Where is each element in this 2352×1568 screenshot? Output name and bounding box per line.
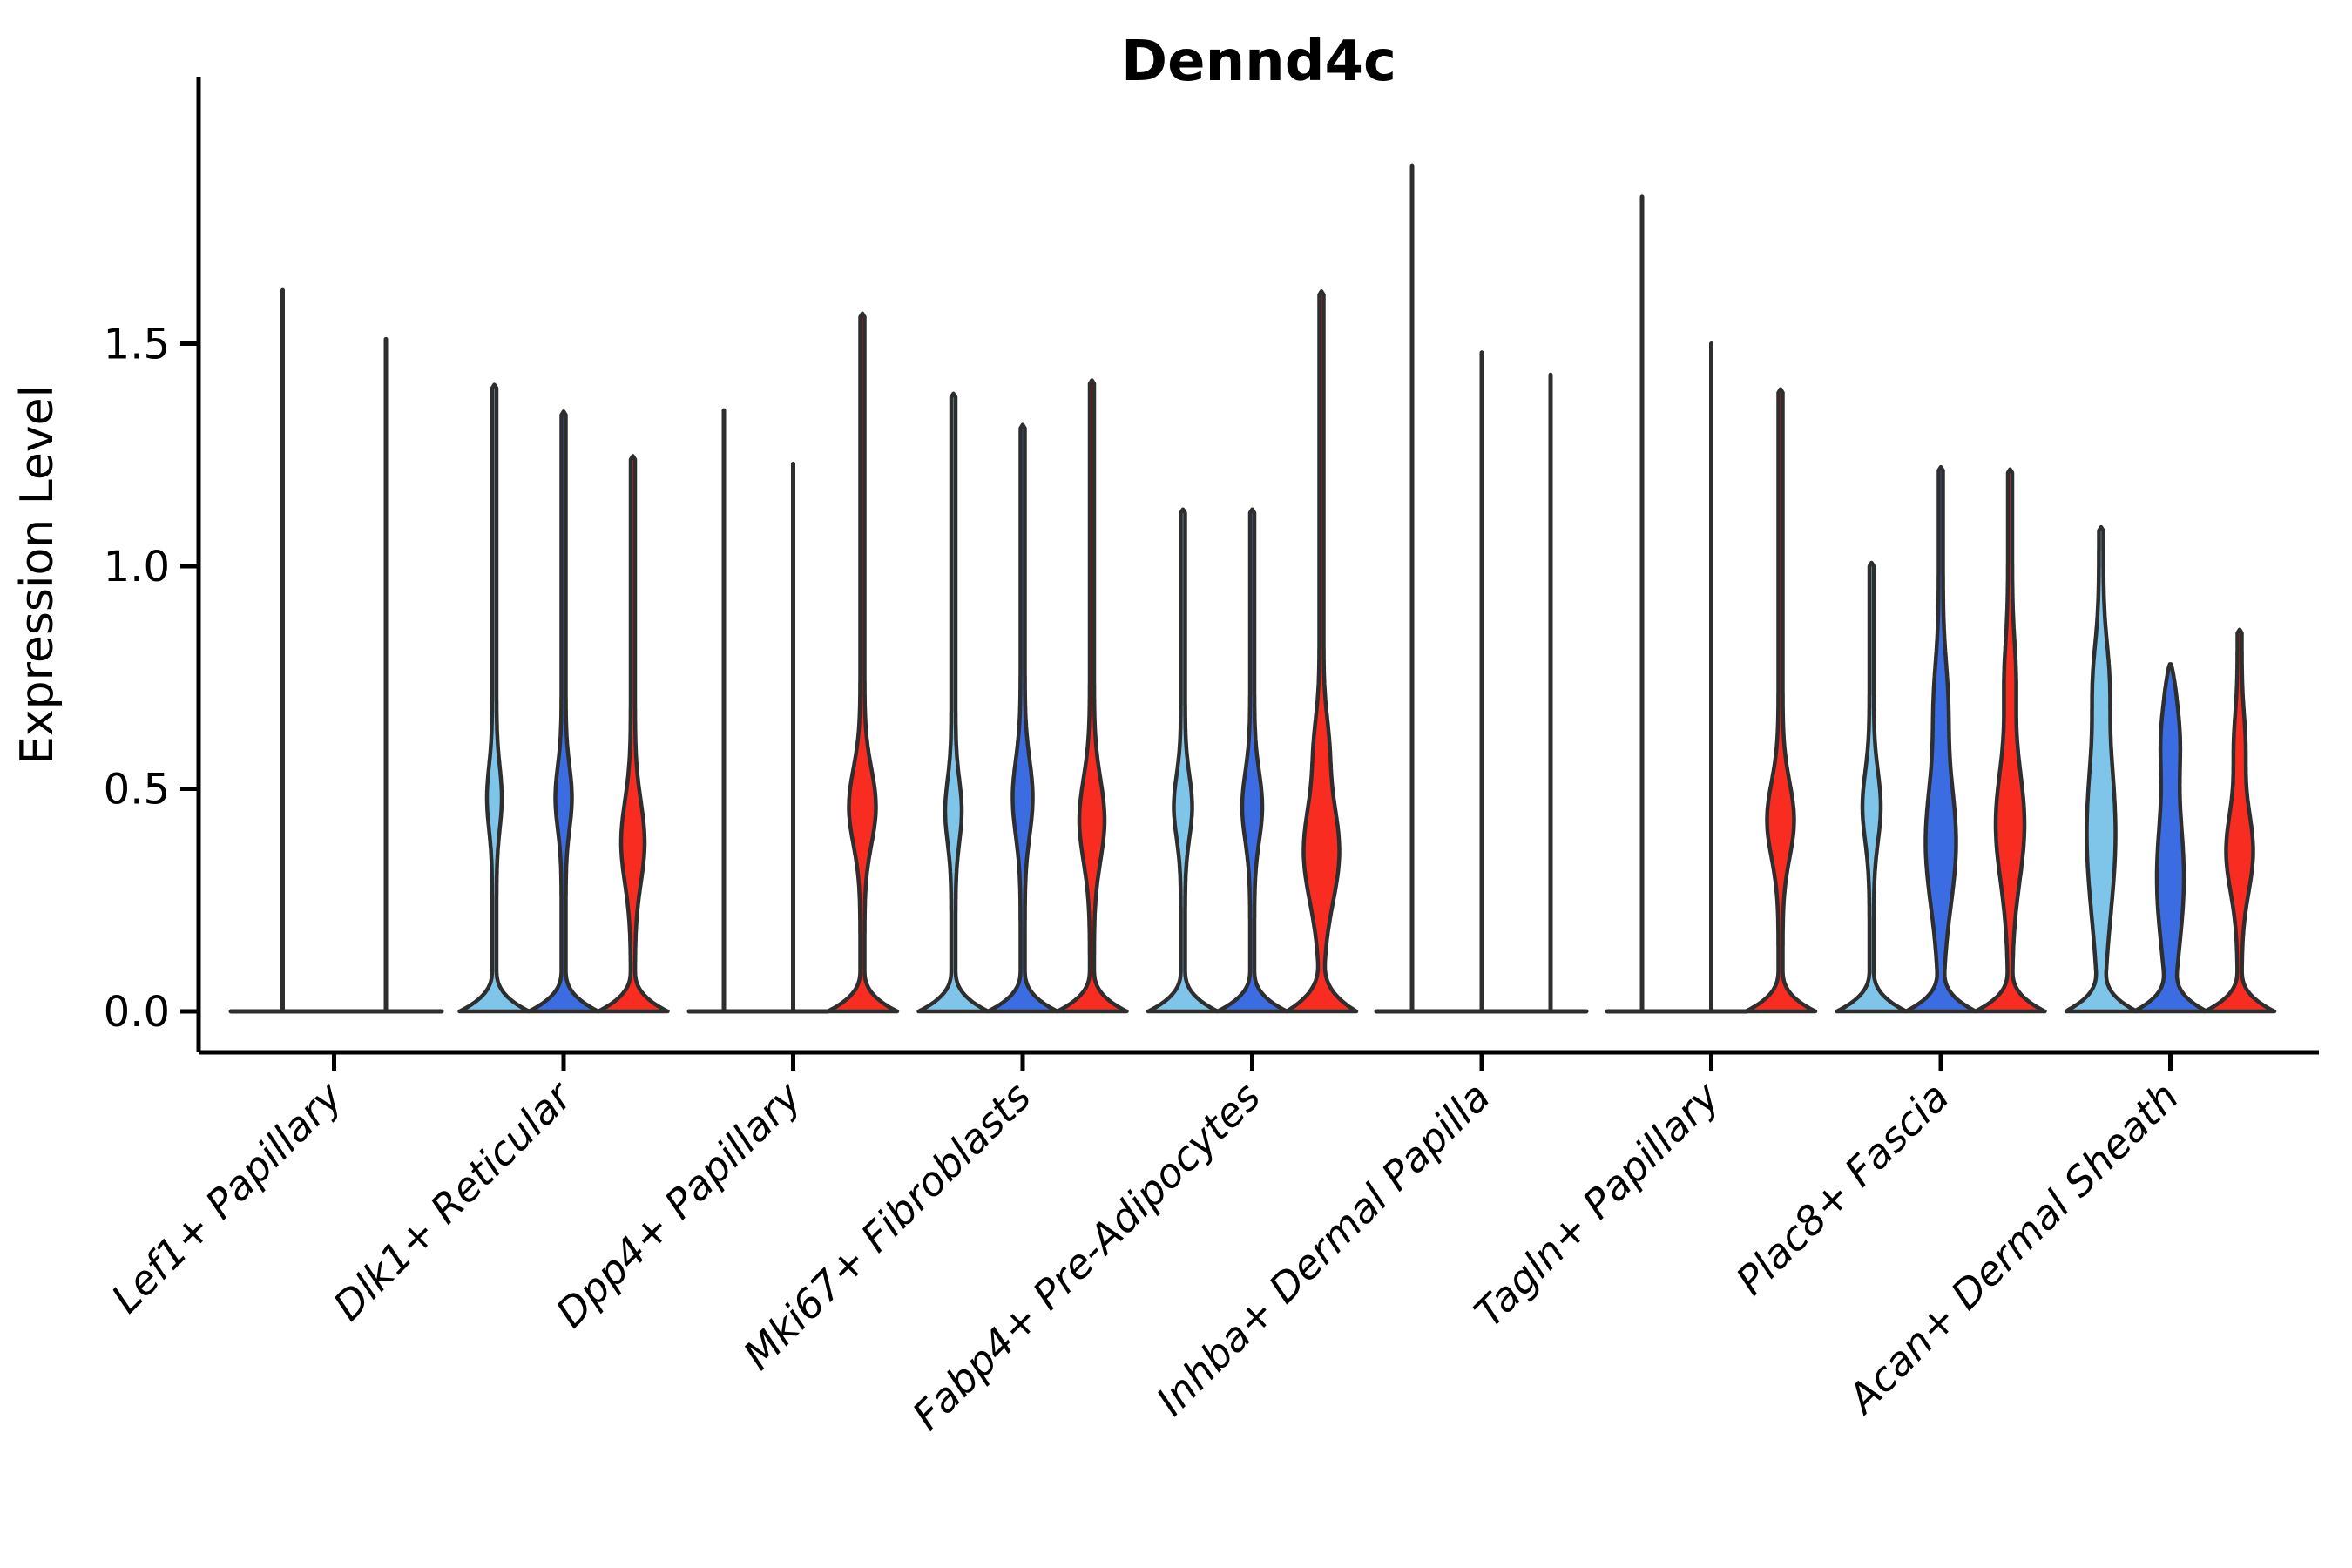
violin-light-blue <box>1835 560 1909 1014</box>
violins-layer <box>280 163 2277 1014</box>
y-tick-label: 0.0 <box>104 988 170 1037</box>
chart-title: Dennd4c <box>1121 30 1396 94</box>
y-tick-label: 1.0 <box>104 543 170 591</box>
violin-dark-blue <box>1903 464 1978 1014</box>
violin-light-blue <box>2064 524 2139 1014</box>
x-tick-label: Plac8+ Fascia <box>1727 1073 1957 1304</box>
violin-light-blue <box>1146 507 1220 1014</box>
x-tick-label: Dpp4+ Papillary <box>547 1072 811 1336</box>
violin-red <box>2202 627 2277 1014</box>
violin-dark-blue <box>1215 507 1289 1014</box>
violin-red <box>1284 289 1359 1014</box>
violin-light-blue <box>916 391 990 1014</box>
violin-dark-blue <box>985 422 1060 1014</box>
violin-dark-blue <box>526 409 601 1014</box>
violin-light-blue <box>457 382 531 1014</box>
y-tick-label: 1.5 <box>104 321 170 369</box>
violin-red <box>1743 387 1818 1014</box>
x-tick-label: Lef1+ Papillary <box>102 1072 351 1321</box>
violin-red <box>1973 467 2047 1014</box>
x-tick-label: Dlk1+ Reticular <box>324 1071 583 1329</box>
violin-red <box>825 311 900 1014</box>
violin-red <box>1055 378 1129 1014</box>
x-tick-label: Tagln+ Papillary <box>1465 1072 1729 1336</box>
violin-red <box>596 454 670 1014</box>
y-tick-label: 0.5 <box>104 766 170 814</box>
y-axis-label: Expression Level <box>11 385 64 765</box>
violin-dark-blue <box>2133 662 2207 1014</box>
